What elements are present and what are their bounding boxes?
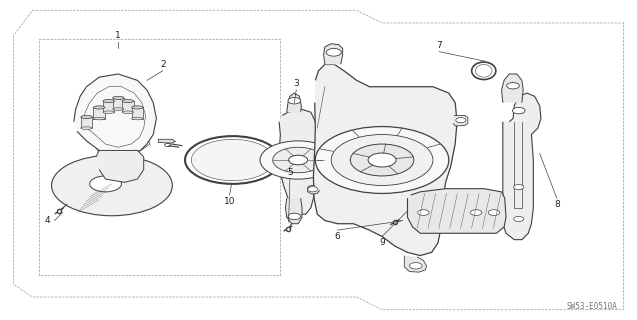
Polygon shape bbox=[503, 93, 541, 240]
Circle shape bbox=[368, 153, 396, 167]
Ellipse shape bbox=[122, 111, 134, 114]
Text: 8: 8 bbox=[554, 200, 560, 209]
Circle shape bbox=[191, 139, 274, 181]
Polygon shape bbox=[308, 186, 320, 194]
Bar bbox=[94, 108, 105, 119]
Bar bbox=[113, 98, 124, 109]
Circle shape bbox=[52, 155, 173, 216]
Ellipse shape bbox=[113, 108, 124, 110]
Polygon shape bbox=[279, 109, 318, 214]
Ellipse shape bbox=[94, 106, 105, 109]
Circle shape bbox=[488, 210, 499, 215]
Circle shape bbox=[288, 98, 301, 104]
Circle shape bbox=[513, 185, 524, 190]
Circle shape bbox=[308, 187, 318, 192]
Text: SW53-E0510A: SW53-E0510A bbox=[566, 302, 617, 311]
Polygon shape bbox=[96, 150, 144, 182]
Circle shape bbox=[456, 118, 466, 123]
Circle shape bbox=[512, 108, 525, 114]
Circle shape bbox=[350, 144, 414, 176]
Polygon shape bbox=[404, 256, 427, 272]
Circle shape bbox=[273, 147, 324, 173]
Text: 7: 7 bbox=[436, 41, 442, 50]
Text: 5: 5 bbox=[287, 168, 293, 177]
Circle shape bbox=[185, 136, 280, 184]
Circle shape bbox=[90, 176, 122, 192]
Text: 9: 9 bbox=[379, 238, 385, 247]
Circle shape bbox=[315, 126, 449, 194]
Circle shape bbox=[326, 49, 341, 56]
Circle shape bbox=[289, 155, 308, 165]
Ellipse shape bbox=[132, 117, 143, 120]
Circle shape bbox=[331, 134, 433, 186]
Circle shape bbox=[513, 216, 524, 221]
Bar bbox=[103, 101, 115, 112]
Text: 2: 2 bbox=[160, 60, 166, 69]
Text: 10: 10 bbox=[224, 197, 235, 206]
Ellipse shape bbox=[81, 127, 92, 129]
Polygon shape bbox=[287, 93, 301, 112]
Ellipse shape bbox=[122, 100, 134, 103]
Bar bbox=[81, 117, 92, 128]
Circle shape bbox=[288, 213, 301, 220]
Ellipse shape bbox=[103, 100, 115, 103]
Circle shape bbox=[470, 210, 482, 215]
Polygon shape bbox=[313, 64, 457, 256]
Polygon shape bbox=[159, 139, 175, 143]
Polygon shape bbox=[74, 74, 157, 154]
Ellipse shape bbox=[471, 62, 496, 80]
Ellipse shape bbox=[81, 116, 92, 119]
Bar bbox=[122, 101, 134, 112]
Text: 6: 6 bbox=[334, 232, 340, 241]
Text: 4: 4 bbox=[45, 216, 50, 225]
Circle shape bbox=[506, 83, 519, 89]
Text: 3: 3 bbox=[294, 79, 299, 88]
Polygon shape bbox=[324, 44, 343, 64]
Text: 1: 1 bbox=[115, 31, 121, 40]
Ellipse shape bbox=[103, 111, 115, 114]
Polygon shape bbox=[454, 116, 468, 126]
Polygon shape bbox=[501, 74, 523, 103]
Ellipse shape bbox=[94, 117, 105, 120]
Circle shape bbox=[260, 141, 336, 179]
Polygon shape bbox=[408, 189, 506, 233]
Polygon shape bbox=[285, 198, 302, 224]
Ellipse shape bbox=[132, 106, 143, 109]
Ellipse shape bbox=[113, 96, 124, 100]
Circle shape bbox=[410, 263, 422, 269]
Circle shape bbox=[418, 210, 429, 215]
Bar bbox=[132, 108, 143, 119]
